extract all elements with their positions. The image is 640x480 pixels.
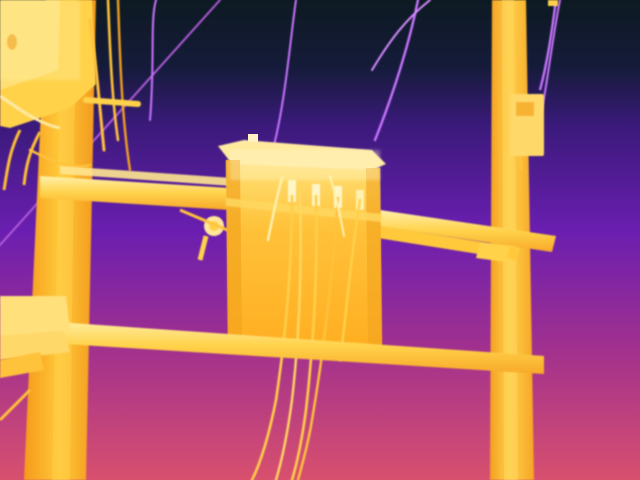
transformer-leads [250, 175, 362, 480]
upper-crossarm [40, 166, 556, 262]
lower-crossarm [0, 296, 544, 374]
left-utility-pole [24, 0, 96, 480]
right-meter-box [510, 0, 558, 171]
left-pole-hardware [0, 352, 44, 422]
thermal-hotspots [0, 0, 380, 180]
transformer-band [226, 198, 382, 222]
left-box-wires [28, 0, 141, 172]
